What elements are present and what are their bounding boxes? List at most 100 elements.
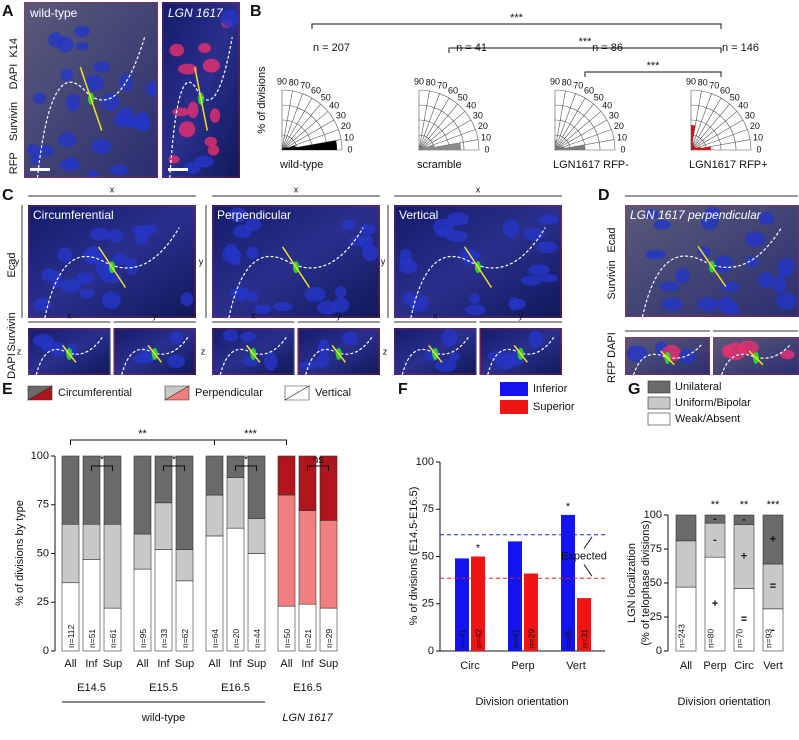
tissue-outline [721, 344, 791, 376]
wedge [691, 142, 694, 150]
wedge [691, 146, 711, 150]
y-tick-label: 25 [650, 611, 662, 623]
n-label: n=44 [252, 629, 262, 648]
n-label: n=62 [180, 629, 190, 648]
legend-label: Uniform/Bipolar [675, 397, 751, 409]
tissue-outline [44, 227, 180, 319]
wedge [419, 147, 420, 150]
bar [471, 556, 485, 651]
y-tick-label: 0 [428, 645, 434, 657]
bar-segment [82, 455, 101, 525]
nucleus [298, 361, 318, 370]
bar-segment [154, 502, 173, 550]
legend-swatch [500, 382, 528, 396]
bar [577, 598, 591, 651]
y-tick-label: 0 [43, 645, 49, 657]
angle-tick-label: 20 [614, 121, 624, 131]
significance-label: *** [510, 12, 524, 24]
panel-title: Perpendicular [217, 208, 291, 222]
significance-label: *** [647, 60, 661, 72]
angle-tick-label: 20 [341, 121, 351, 131]
angle-tick-label: 30 [336, 110, 346, 120]
y-tick-label: 75 [37, 499, 49, 511]
significance-label: * [244, 454, 249, 466]
nucleus [84, 74, 105, 92]
significance-bracket [448, 47, 722, 53]
nucleus [432, 218, 454, 235]
nucleus [178, 121, 196, 138]
axis-letter: y [153, 310, 158, 320]
nucleus [228, 207, 247, 223]
channel-label: RFP [8, 152, 20, 174]
nucleus [187, 101, 199, 119]
n-label: n=80 [705, 629, 715, 648]
bar-segment [82, 523, 101, 560]
bar [524, 573, 538, 651]
legend-swatch [647, 380, 671, 394]
cell-borders [625, 337, 710, 375]
legend-swatch [647, 396, 671, 410]
reference-label: Expected [561, 550, 607, 562]
wedge [419, 146, 427, 150]
nucleus [233, 289, 250, 298]
nucleus [57, 132, 77, 148]
nucleus [87, 169, 99, 178]
n-label: n=112 [66, 624, 76, 648]
wedge [555, 146, 561, 150]
n-label: n=93 [763, 629, 773, 648]
x-tick-label: Circ [460, 660, 480, 672]
n-label: n=20 [231, 629, 241, 648]
image-label: LGN 1617 [168, 6, 224, 20]
angle-tick-label: 20 [750, 121, 760, 131]
x-tick-label: Sup [103, 658, 123, 670]
wedge [419, 147, 422, 150]
nucleus [718, 296, 735, 314]
angle-tick-label: 0 [756, 144, 761, 154]
nucleus [109, 164, 129, 176]
angle-tick-label: 30 [473, 110, 483, 120]
group-note: LGN 1617 [282, 712, 333, 724]
axis-letter: y [15, 256, 20, 266]
axis-letter: x [110, 184, 115, 194]
n-label: n = 207 [313, 42, 350, 54]
panel-label: A [2, 3, 14, 20]
channel-label: RFP [606, 361, 618, 383]
nucleus [745, 255, 759, 268]
significance-label: *** [244, 428, 258, 440]
wedge [691, 125, 696, 150]
nucleus [101, 93, 120, 112]
n-label: n=21 [303, 629, 313, 648]
nucleus [626, 345, 648, 362]
n-label: n=41 [457, 629, 467, 648]
cell-borders [298, 328, 380, 375]
cell-borders [625, 205, 799, 317]
wedge [555, 147, 557, 150]
nucleus [242, 356, 260, 367]
cell-borders [480, 328, 562, 375]
grid-arc [554, 89, 616, 151]
y-tick-label: 100 [31, 450, 49, 462]
panel-label: D [598, 187, 610, 204]
legend-label: Unilateral [675, 381, 721, 393]
bar-segment [298, 510, 317, 605]
cell-borders [394, 328, 476, 375]
group-label: E16.5 [221, 682, 250, 694]
significance-label: * [100, 454, 105, 466]
nucleus [112, 253, 128, 265]
channel-label: DAPI [606, 332, 618, 358]
wedge [691, 146, 701, 150]
grid-arc [690, 104, 737, 151]
nucleus [403, 291, 416, 305]
x-tick-label: Perp [511, 660, 534, 672]
division-axis [194, 66, 208, 131]
bar [455, 558, 469, 651]
nucleus [177, 63, 198, 75]
nucleus [539, 214, 560, 225]
bar-segment [205, 455, 224, 496]
group-label: E16.5 [293, 682, 322, 694]
nucleus [246, 246, 259, 260]
division-axis [513, 344, 528, 363]
segment-symbol: = [770, 580, 776, 592]
wedge [555, 147, 557, 150]
